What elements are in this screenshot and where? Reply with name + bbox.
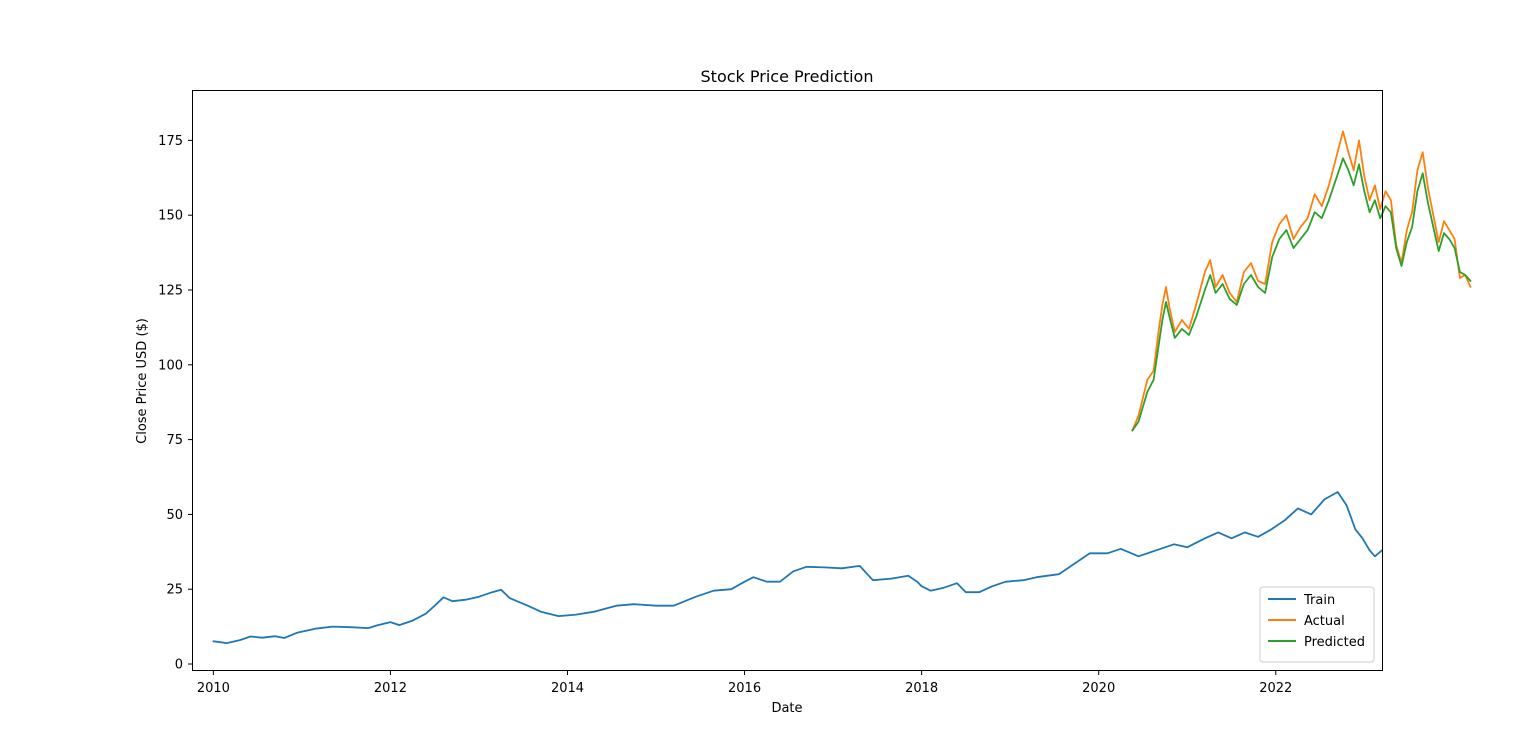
y-tick-label: 50 <box>166 508 183 523</box>
x-tick-label: 2018 <box>905 681 938 696</box>
y-tick-label: 150 <box>158 209 183 224</box>
y-axis-label: Close Price USD ($) <box>135 318 150 444</box>
x-tick-label: 2022 <box>1259 681 1292 696</box>
x-axis: 2010 2012 2014 2016 2018 2020 2022 <box>197 670 1292 696</box>
plot-frame <box>192 90 1383 671</box>
y-tick-label: 100 <box>158 358 183 373</box>
x-tick-label: 2020 <box>1082 681 1115 696</box>
legend-box <box>1259 586 1375 663</box>
x-tick-label: 2012 <box>374 681 407 696</box>
series-line-actual <box>1131 130 1472 432</box>
series-line-train <box>212 491 1383 644</box>
plot-area <box>212 130 1472 644</box>
legend-label-actual: Actual <box>1304 614 1345 629</box>
legend-label-predicted: Predicted <box>1304 635 1365 650</box>
legend-label-train: Train <box>1303 593 1335 608</box>
x-axis-label: Date <box>771 701 802 716</box>
y-tick-label: 25 <box>166 583 183 598</box>
x-tick-label: 2014 <box>551 681 584 696</box>
x-tick-label: 2010 <box>197 681 230 696</box>
y-tick-label: 75 <box>166 433 183 448</box>
x-tick-label: 2016 <box>728 681 761 696</box>
y-tick-label: 125 <box>158 283 183 298</box>
y-tick-label: 175 <box>158 134 183 149</box>
legend: Train Actual Predicted <box>1259 586 1375 663</box>
y-tick-label: 0 <box>175 658 183 673</box>
chart-title: Stock Price Prediction <box>701 67 874 86</box>
series-line-predicted <box>1131 157 1472 432</box>
y-axis: 0 25 50 75 100 125 150 175 <box>158 134 193 673</box>
